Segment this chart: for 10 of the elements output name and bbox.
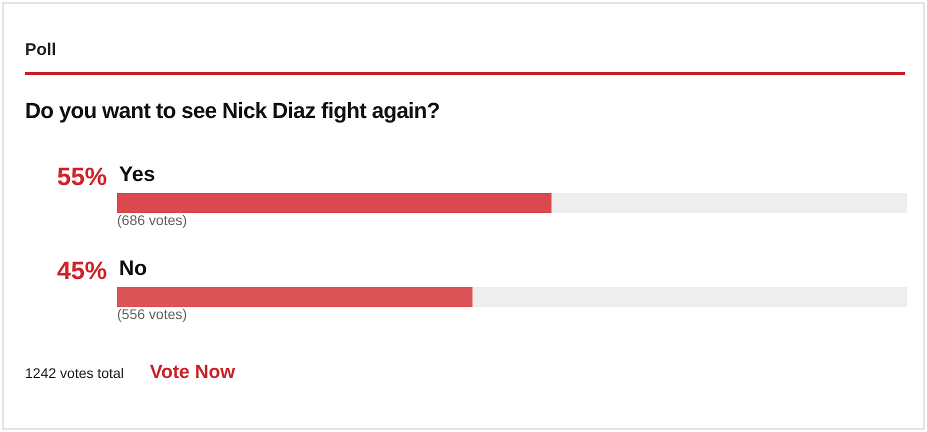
y-tick-label: No	[119, 257, 147, 280]
text: Vote Now	[150, 362, 236, 383]
annotation: (686 votes)	[117, 212, 188, 228]
y-tick-label: Yes	[119, 163, 156, 186]
annotation: (556 votes)	[117, 306, 188, 322]
chart-title: Do you want to see Nick Diaz fight again?	[25, 98, 440, 124]
text: Poll	[25, 40, 905, 75]
data-label: 55%	[56, 163, 107, 191]
text: 1242 votes total	[25, 365, 124, 381]
data-label: 45%	[56, 257, 107, 285]
